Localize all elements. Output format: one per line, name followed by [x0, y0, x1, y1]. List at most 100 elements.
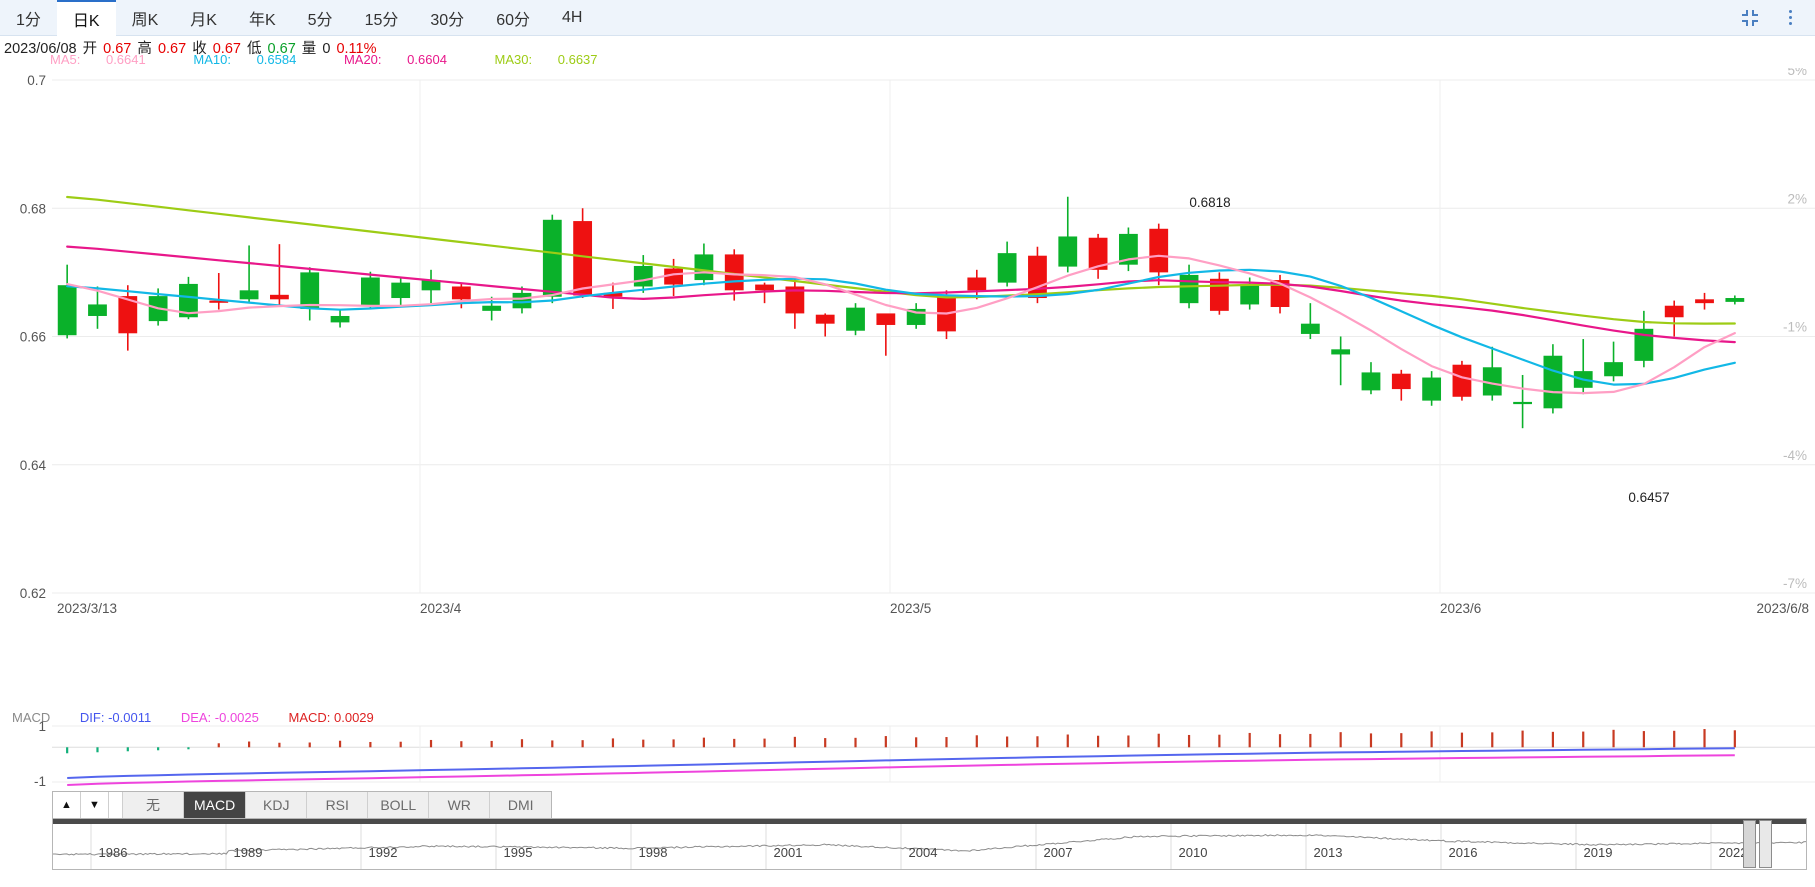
- tab-60min[interactable]: 60分: [480, 0, 546, 36]
- tab-label: 4H: [562, 9, 583, 26]
- more-vertical-icon[interactable]: [1779, 7, 1801, 29]
- ma30-legend: MA30: 0.6637: [495, 52, 620, 67]
- candle-body: [1361, 372, 1381, 391]
- candle-body: [1331, 349, 1351, 355]
- candle-body: [815, 314, 835, 324]
- candle-body: [330, 315, 350, 323]
- indicator-tab-label: WR: [447, 797, 471, 813]
- indicator-tab-dmi[interactable]: DMI: [490, 792, 552, 818]
- collapse-icon[interactable]: [1739, 7, 1761, 29]
- candle-body: [239, 290, 259, 300]
- candle-body: [603, 292, 623, 297]
- navigator-price-line: [53, 834, 1806, 856]
- candle-body: [1088, 237, 1108, 270]
- candle-body: [1482, 367, 1502, 396]
- indicator-tab-none[interactable]: 无: [123, 792, 184, 818]
- tab-daily-k[interactable]: 日K: [56, 0, 116, 36]
- macd-title: MACD: [12, 710, 51, 725]
- candle-body: [88, 304, 107, 316]
- tab-5min[interactable]: 5分: [292, 0, 349, 36]
- macd-panel[interactable]: 1 -1: [0, 720, 1815, 792]
- tab-15min[interactable]: 15分: [349, 0, 415, 36]
- candle-body: [57, 285, 77, 336]
- range-navigator[interactable]: 1986 1989 1992 1995 1998 2001 2004 2007 2010 2013…: [52, 818, 1807, 870]
- indicator-tab-boll[interactable]: BOLL: [368, 792, 430, 818]
- quote-high-label: 高: [137, 41, 152, 57]
- ma20-value: 0.6604: [407, 52, 447, 67]
- ma-line-20: [66, 245, 1736, 344]
- candle-body: [785, 286, 805, 314]
- indicator-tab-macd[interactable]: MACD: [184, 792, 247, 818]
- tab-label: 年K: [248, 12, 276, 29]
- price-right-tick: -1%: [1783, 320, 1807, 335]
- navigator-year-label: 2004: [908, 845, 938, 860]
- navigator-year-label: 2022: [1718, 845, 1748, 860]
- candle-body: [482, 305, 502, 311]
- quote-change-pct: 0.11%: [336, 41, 377, 57]
- candle-body: [542, 219, 562, 297]
- ma10-legend: MA10: 0.6584: [193, 52, 318, 67]
- navigator-top-bar: [53, 819, 1806, 824]
- candle-body: [876, 313, 896, 325]
- tab-1min[interactable]: 1分: [0, 0, 57, 36]
- macd-dea-line: [67, 754, 1735, 786]
- candle-body: [1209, 278, 1229, 311]
- candle-body: [451, 286, 471, 300]
- price-x-tick: 2023/5: [890, 601, 931, 616]
- indicator-tab-label: 无: [146, 797, 160, 813]
- indicator-scroll-up-icon[interactable]: ▲: [53, 792, 81, 818]
- macd-legend: MACD DIF: -0.0011 DEA: -0.0025 MACD: 0.0…: [12, 710, 400, 725]
- price-right-tick: 2%: [1787, 191, 1807, 206]
- price-y-tick: 0.62: [20, 586, 46, 601]
- price-y-tick: 0.7: [27, 73, 46, 88]
- candle-body: [1695, 299, 1714, 304]
- candle-body: [1634, 328, 1654, 361]
- candle-body: [1149, 228, 1169, 273]
- ma20-name: MA20:: [343, 52, 382, 67]
- navigator-right-handle[interactable]: [1743, 820, 1756, 868]
- tab-label: 周K: [131, 12, 159, 29]
- ma-legend: MA5: 0.6641 MA10: 0.6584 MA20: 0.6604 MA…: [50, 52, 642, 67]
- indicator-tab-kdj[interactable]: KDJ: [246, 792, 308, 818]
- price-x-tick: 2023/6/8: [1756, 601, 1809, 616]
- tab-30min[interactable]: 30分: [414, 0, 480, 36]
- indicator-scroll-down-icon[interactable]: ▼: [81, 792, 109, 818]
- candle-body: [1300, 323, 1320, 334]
- tab-label: 1分: [16, 12, 41, 29]
- quote-close-value: 0.67: [212, 41, 241, 57]
- ma30-value: 0.6637: [557, 52, 598, 67]
- indicator-tab-label: RSI: [325, 797, 349, 813]
- tab-yearly-k[interactable]: 年K: [233, 0, 292, 36]
- candle-body: [391, 282, 411, 299]
- up-arrow-glyph: ▲: [61, 799, 72, 811]
- macd-chart-svg: 1 -1: [34, 720, 1815, 789]
- indicator-tab-strip: ▲ ▼ 无 MACD KDJ RSI BOLL WR DMI: [52, 791, 553, 819]
- quote-info-line: 2023/06/08 开 0.67 高 0.67 收 0.67 低 0.67 量…: [4, 37, 378, 58]
- candle-body: [755, 284, 774, 291]
- navigator-year-label: 1992: [368, 845, 398, 860]
- tab-label: 60分: [496, 12, 530, 29]
- navigator-year-label: 2013: [1313, 845, 1343, 860]
- price-y-tick: 0.68: [20, 201, 46, 216]
- quote-open-label: 开: [82, 41, 98, 57]
- ma5-name: MA5:: [50, 52, 81, 67]
- navigator-right-handle-2[interactable]: [1759, 820, 1772, 868]
- navigator-year-label: 2007: [1043, 845, 1073, 860]
- ma-line-10: [66, 268, 1736, 386]
- ma-line-5: [66, 254, 1736, 395]
- price-right-tick: -4%: [1783, 448, 1807, 463]
- navigator-year-label: 2019: [1583, 845, 1613, 860]
- indicator-tab-wr[interactable]: WR: [429, 792, 491, 818]
- macd-y-tick: -1: [34, 774, 46, 789]
- indicator-tab-rsi[interactable]: RSI: [307, 792, 369, 818]
- quote-low-label: 低: [247, 41, 262, 57]
- candle-body: [1604, 362, 1623, 377]
- price-chart-panel[interactable]: 0.7 5% 0.68 2% 0.66 -1% 0.64 -4% 0.62 -7% 2023/3/1…: [0, 68, 1815, 688]
- quote-close-label: 收: [192, 41, 207, 57]
- candle-body: [1119, 233, 1138, 265]
- down-arrow-glyph: ▼: [89, 799, 100, 811]
- indicator-tab-label: DMI: [507, 797, 534, 813]
- tab-weekly-k[interactable]: 周K: [116, 0, 175, 36]
- tab-4h[interactable]: 4H: [546, 0, 598, 36]
- tab-monthly-k[interactable]: 月K: [174, 0, 233, 36]
